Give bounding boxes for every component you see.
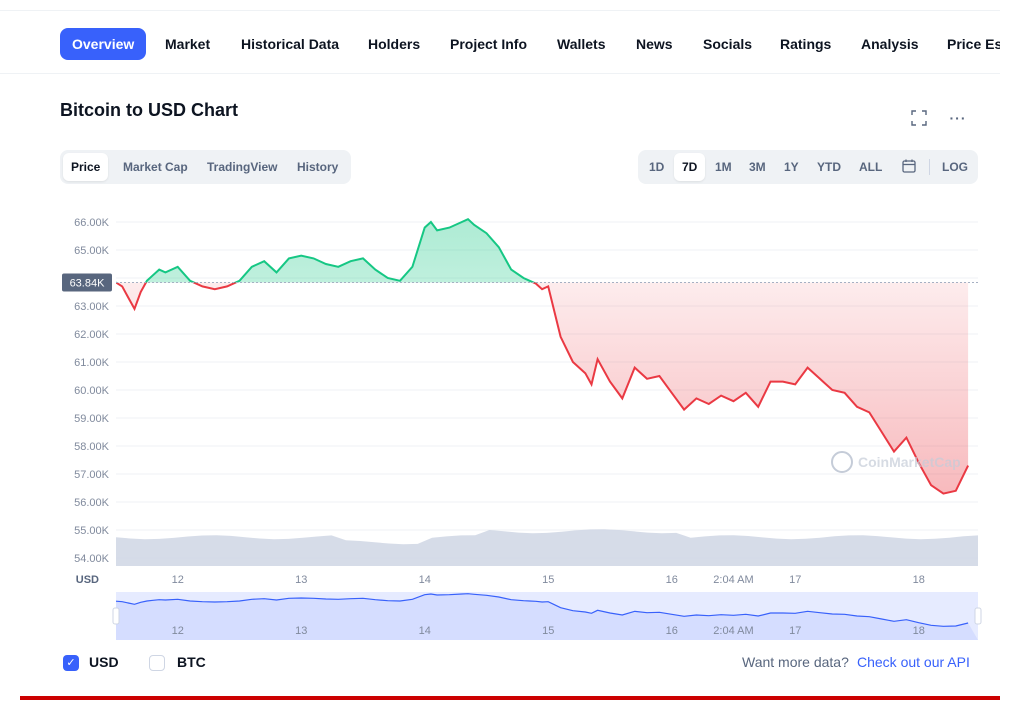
tab-socials[interactable]: Socials [703, 36, 753, 52]
tab-price-estimates[interactable]: Price Es [947, 36, 1000, 52]
y-tick-label: 59.00K [74, 413, 110, 425]
price-fill [116, 219, 969, 494]
reference-line: 63.84K [62, 273, 978, 292]
divider-rule [20, 696, 1000, 700]
y-tick-label: 65.00K [74, 245, 110, 257]
tab-news[interactable]: News [636, 36, 673, 52]
reference-label: 63.84K [70, 277, 106, 289]
price-fill-down [116, 282, 969, 494]
range-1d[interactable]: 1D [649, 160, 665, 174]
x-tick-label: 12 [172, 574, 184, 586]
tab-wallets[interactable]: Wallets [557, 36, 606, 52]
y-tick-label: 61.00K [74, 357, 110, 369]
calendar-icon-glyph [902, 159, 916, 173]
btc-checkbox[interactable] [149, 655, 165, 671]
tab-history[interactable]: History [297, 160, 339, 174]
navigator-fill [116, 593, 978, 640]
usd-checkbox[interactable]: ✓ [63, 655, 79, 671]
range-selector: 1D 7D 1M 3M 1Y YTD ALL LOG [638, 150, 978, 184]
price-line [116, 218, 969, 495]
navigator-handle-right [974, 607, 982, 625]
y-tick-label: 60.00K [74, 385, 110, 397]
reference-badge [62, 273, 112, 292]
tab-price[interactable]: Price [63, 153, 109, 181]
watermark-text: CoinMarketCap [858, 454, 961, 470]
navigator-line [115, 593, 969, 627]
watermark: CoinMarketCap [831, 451, 961, 473]
more-data-text: Want more data? [742, 654, 849, 670]
price-line-up [116, 218, 536, 283]
y-tick-label: 63.00K [74, 301, 110, 313]
calendar-icon[interactable] [896, 153, 922, 181]
volume-area [116, 529, 978, 566]
price-line-down [116, 282, 969, 495]
navigator-tick-label: 14 [419, 625, 431, 637]
range-all[interactable]: ALL [859, 160, 883, 174]
range-ytd[interactable]: YTD [817, 160, 841, 174]
x-tick-label: 16 [666, 574, 678, 586]
usd-label: USD [89, 654, 119, 670]
navigator-tick-label: 15 [542, 625, 554, 637]
tab-holders[interactable]: Holders [368, 36, 421, 52]
range-7d[interactable]: 7D [674, 153, 706, 181]
section-nav: Overview Market Historical Data Holders … [0, 10, 1000, 74]
range-1m[interactable]: 1M [715, 160, 732, 174]
y-tick-label: 54.00K [74, 553, 110, 565]
volume-bars [116, 529, 978, 566]
view-selector: Price Market Cap TradingView History [60, 150, 351, 184]
y-axis: 66.00K65.00K64.00K63.00K62.00K61.00K60.0… [74, 217, 110, 586]
x-tick-label: 15 [542, 574, 554, 586]
tab-project-info[interactable]: Project Info [450, 36, 528, 52]
y-tick-label: 55.00K [74, 525, 110, 537]
navigator-handle-left [112, 607, 120, 625]
range-divider [929, 159, 930, 175]
range-navigator[interactable]: 12 13 14 15 16 2:04 AM 17 18 [112, 592, 982, 640]
btc-label: BTC [177, 654, 206, 670]
navigator-tick-label: 17 [789, 625, 801, 637]
tab-market-cap[interactable]: Market Cap [123, 160, 188, 174]
navigator-tick-label: 12 [172, 625, 184, 637]
y-tick-label: 66.00K [74, 217, 110, 229]
expand-icon-glyph [911, 110, 927, 126]
y-tick-label: 56.00K [74, 497, 110, 509]
tab-market[interactable]: Market [165, 36, 211, 52]
navigator-tick-label: 2:04 AM [713, 625, 753, 637]
y-tick-label: 62.00K [74, 329, 110, 341]
y-unit-label: USD [76, 574, 99, 586]
x-tick-label: 17 [789, 574, 801, 586]
navigator-tick-label: 16 [666, 625, 678, 637]
price-fill-up [145, 219, 534, 283]
expand-icon[interactable] [907, 106, 931, 130]
x-tick-label: 18 [913, 574, 925, 586]
tab-analysis[interactable]: Analysis [861, 36, 919, 52]
range-3m[interactable]: 3M [749, 160, 766, 174]
watermark-logo [831, 451, 853, 473]
navigator-tick-label: 18 [913, 625, 925, 637]
chart-title: Bitcoin to USD Chart [60, 100, 238, 120]
y-tick-label: 58.00K [74, 441, 110, 453]
tab-historical-data[interactable]: Historical Data [241, 36, 340, 52]
more-dots-icon[interactable]: ··· [949, 110, 967, 126]
tab-ratings[interactable]: Ratings [780, 36, 832, 52]
x-tick-label: 2:04 AM [713, 574, 753, 586]
range-1y[interactable]: 1Y [784, 160, 799, 174]
log-toggle[interactable]: LOG [942, 160, 968, 174]
tab-tradingview[interactable]: TradingView [207, 160, 278, 174]
y-tick-label: 57.00K [74, 469, 110, 481]
navigator-tick-label: 13 [295, 625, 307, 637]
api-link[interactable]: Check out our API [857, 654, 970, 670]
x-axis: 12 13 14 15 16 2:04 AM 17 18 [172, 574, 925, 586]
tab-overview[interactable]: Overview [60, 28, 147, 60]
x-tick-label: 14 [419, 574, 431, 586]
x-tick-label: 13 [295, 574, 307, 586]
